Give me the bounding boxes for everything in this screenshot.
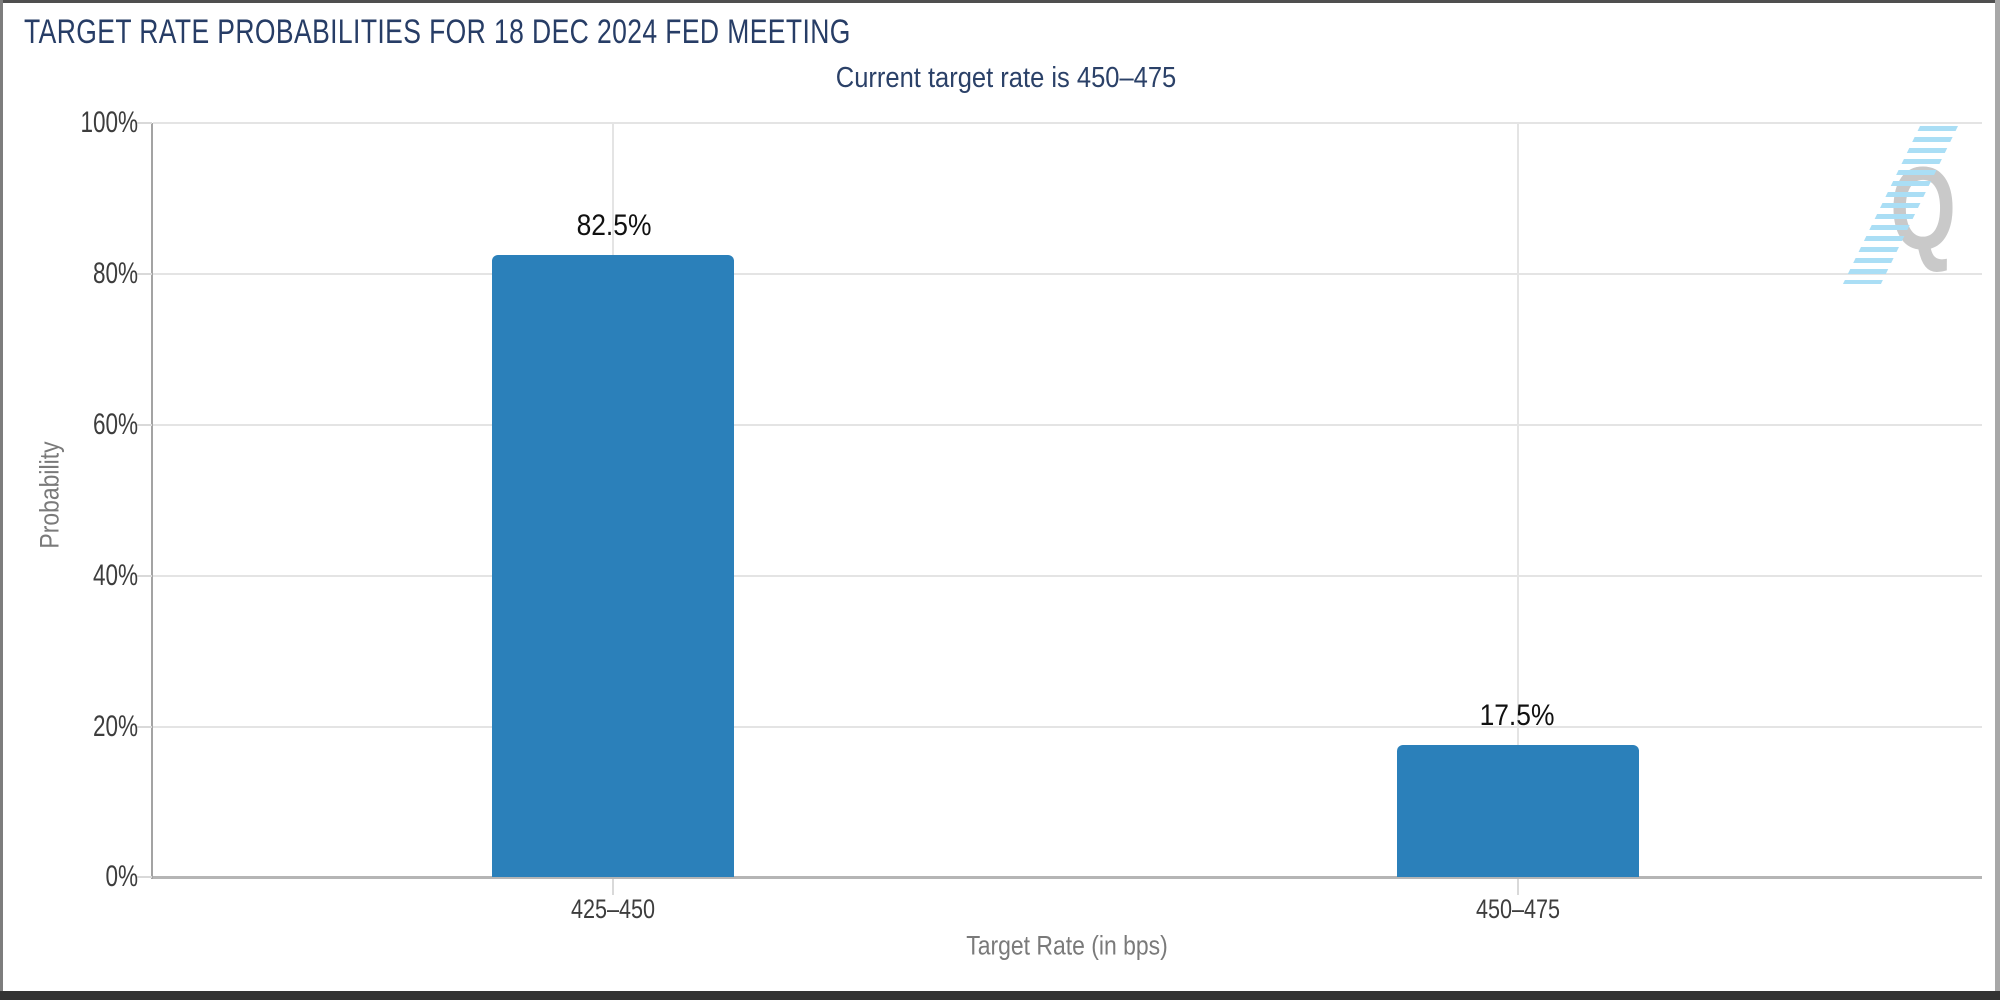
screenshot-border-top (0, 0, 2000, 3)
screenshot-border-bottom (0, 991, 2000, 1000)
y-tick (136, 876, 152, 878)
bar-450-475 (1397, 745, 1639, 877)
y-tick-label: 20% (92, 710, 138, 743)
y-tick (136, 424, 152, 426)
screenshot-border-right (1995, 0, 2000, 1000)
screenshot-border-left (0, 0, 3, 1000)
chart-subtitle: Current target rate is 450–475 (835, 62, 1177, 94)
bar-value-label: 82.5% (576, 208, 652, 242)
gridline-horizontal (153, 726, 1982, 728)
y-axis-title: Probability (34, 441, 65, 549)
y-tick-label: 0% (105, 860, 138, 893)
x-axis-line (153, 876, 1982, 879)
bar-425-450 (492, 254, 734, 877)
x-tick (1517, 879, 1519, 895)
y-tick (136, 726, 152, 728)
gridline-horizontal (153, 122, 1982, 124)
y-tick-label: 40% (92, 559, 138, 592)
chart-title: TARGET RATE PROBABILITIES FOR 18 DEC 202… (24, 13, 851, 51)
gridline-horizontal (153, 273, 1982, 275)
y-tick (136, 273, 152, 275)
y-tick (136, 575, 152, 577)
y-tick-label: 60% (92, 408, 138, 441)
gridline-horizontal (153, 424, 1982, 426)
gridline-horizontal (153, 575, 1982, 577)
bar-value-label: 17.5% (1479, 699, 1555, 733)
y-tick (136, 122, 152, 124)
x-tick-label: 450–475 (1475, 894, 1561, 924)
x-tick (612, 879, 614, 895)
y-tick-label: 80% (92, 257, 138, 290)
x-tick-label: 425–450 (570, 894, 656, 924)
x-axis-title: Target Rate (in bps) (966, 930, 1168, 961)
gridline-vertical (1517, 123, 1519, 877)
y-axis-line (151, 123, 153, 879)
y-tick-label: 100% (80, 106, 138, 139)
